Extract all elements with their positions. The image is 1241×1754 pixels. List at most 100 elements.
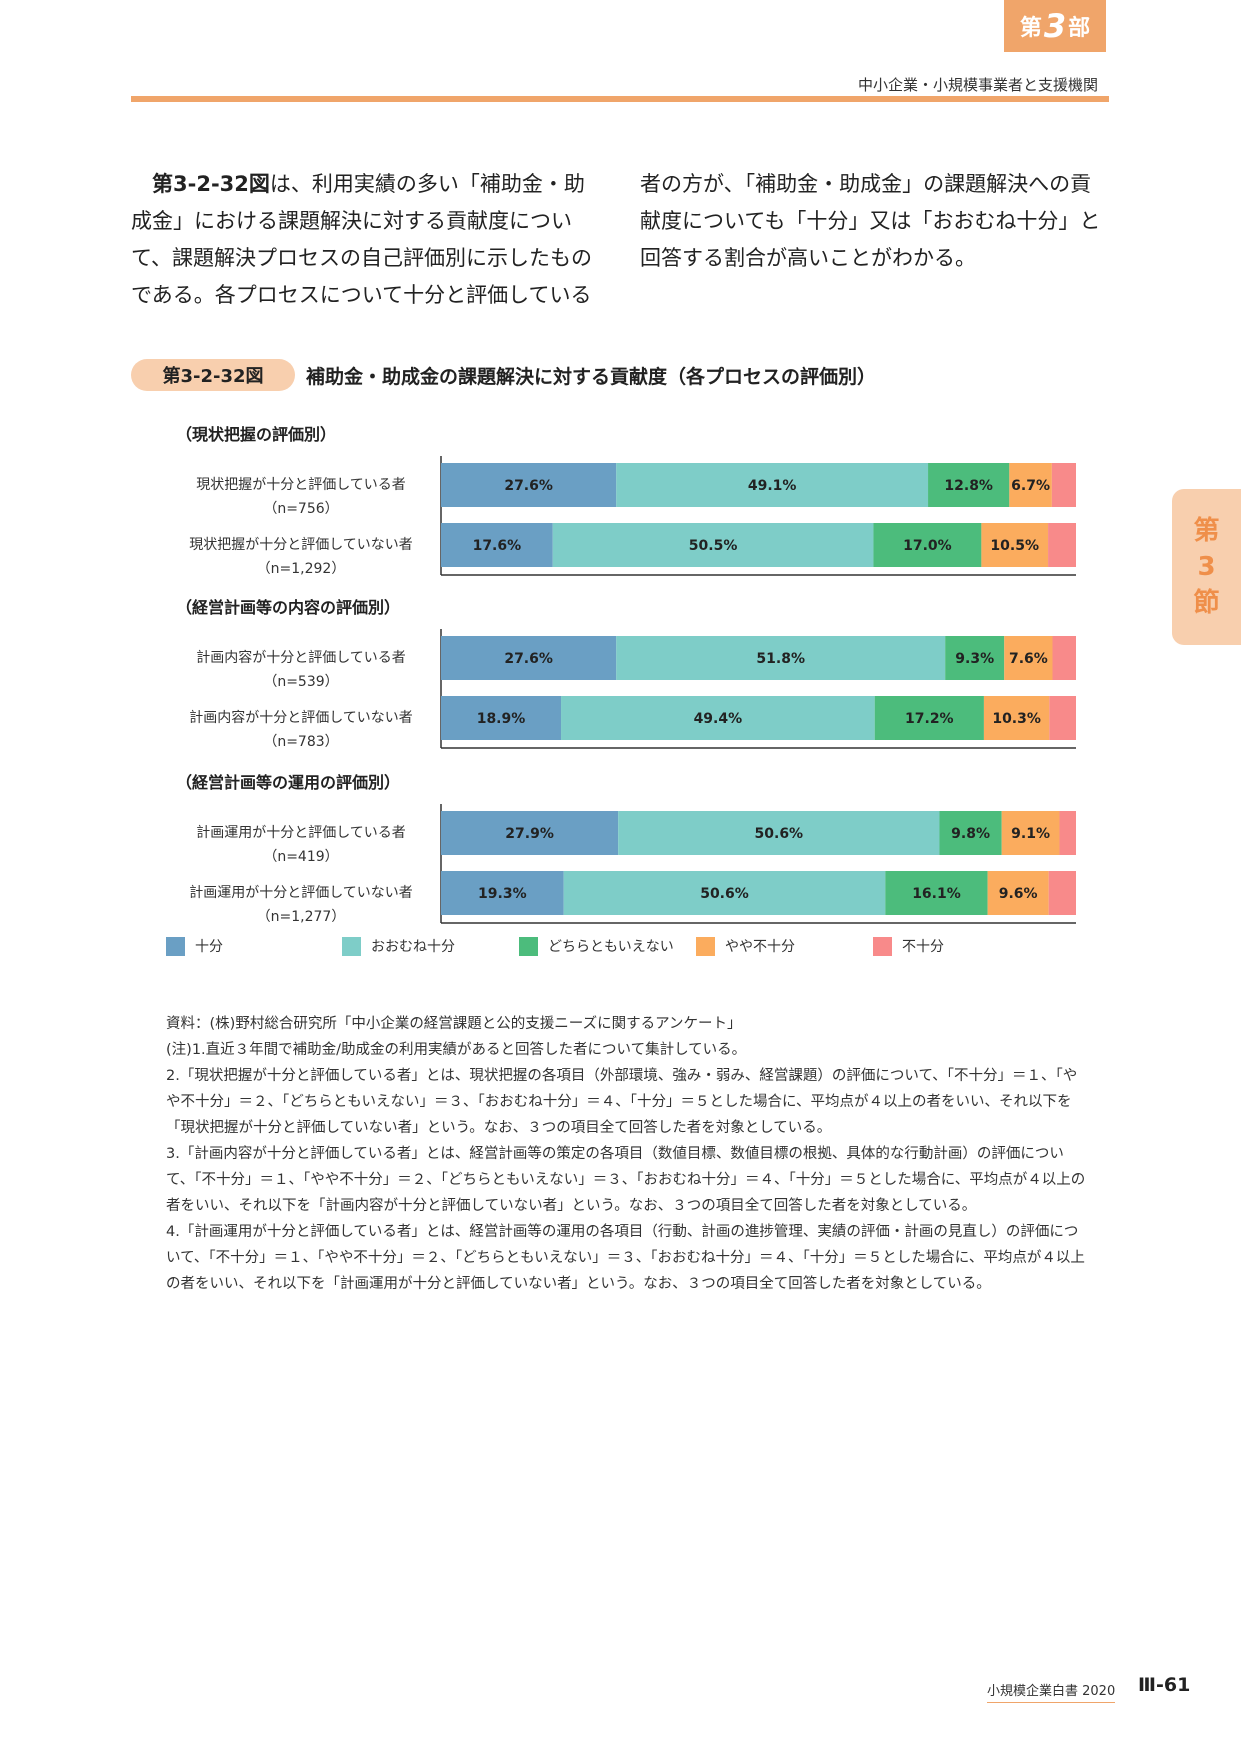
- row-label-n: （n=539）: [263, 674, 339, 690]
- data-label: 10.5%: [990, 538, 1039, 554]
- group-title-current-state: （現状把握の評価別）: [176, 425, 337, 444]
- legend-label: 十分: [195, 939, 223, 955]
- bar-segment: [616, 636, 946, 680]
- row-label-text: 計画内容が十分と評価している者: [196, 650, 406, 666]
- row-label: 現状把握が十分と評価していない者 （n=1,292）: [170, 533, 432, 581]
- data-label: 17.2%: [905, 711, 954, 727]
- data-label: 50.5%: [689, 538, 738, 554]
- data-label: 9.1%: [1011, 826, 1050, 842]
- bar-segment: [552, 523, 874, 567]
- figure-reference: 第3-2-32図: [152, 172, 270, 196]
- bar-segment: [441, 811, 619, 855]
- page-number: Ⅲ-61: [1138, 1674, 1191, 1696]
- row-label: 現状把握が十分と評価している者 （n=756）: [170, 473, 432, 521]
- side-tab-char: 第: [1193, 516, 1220, 546]
- row-label-text: 現状把握が十分と評価している者: [196, 477, 406, 493]
- part-suffix: 部: [1068, 16, 1091, 41]
- data-label: 49.4%: [694, 711, 743, 727]
- row-label: 計画内容が十分と評価している者 （n=539）: [170, 646, 432, 694]
- row-label: 計画運用が十分と評価している者 （n=419）: [170, 821, 432, 869]
- part-number: 3: [1043, 7, 1067, 45]
- bar-segment: [885, 871, 988, 915]
- bar-segment: [874, 696, 984, 740]
- legend-item: どちらともいえない: [519, 936, 674, 956]
- bar-segment: [563, 871, 886, 915]
- figure-title: 補助金・助成金の課題解決に対する貢献度（各プロセスの評価別）: [306, 366, 877, 388]
- data-label: 17.6%: [473, 538, 522, 554]
- legend-item: 十分: [166, 936, 223, 956]
- side-tab-char: 節: [1193, 588, 1220, 618]
- row-label-n: （n=1,277）: [256, 909, 346, 925]
- bar-segment: [939, 811, 1002, 855]
- part-tab: 第 3 部: [1004, 0, 1106, 52]
- bar-segment: [873, 523, 982, 567]
- data-label: 12.8%: [944, 478, 993, 494]
- data-label: 27.6%: [504, 651, 553, 667]
- bar-segment: [1009, 463, 1052, 507]
- bar-segment: [441, 696, 562, 740]
- bar-segment: [441, 463, 617, 507]
- bar-segment: [1001, 811, 1060, 855]
- row-label-text: 現状把握が十分と評価していない者: [189, 537, 413, 553]
- body-text-left-content: は、利用実績の多い「補助金・助成金」における課題解決に対する貢献度について、課題…: [131, 172, 592, 307]
- bar-segment: [1059, 811, 1076, 855]
- data-label: 27.9%: [505, 826, 554, 842]
- bar-segment: [1049, 696, 1076, 740]
- figure-notes: 資料：(株)野村総合研究所「中小企業の経営課題と公的支援ニーズに関するアンケート…: [166, 1011, 1086, 1297]
- legend-swatch: [873, 936, 892, 956]
- data-label: 7.6%: [1009, 651, 1048, 667]
- group-title-plan-content: （経営計画等の内容の評価別）: [176, 598, 401, 617]
- side-tab-char: 3: [1197, 552, 1216, 582]
- legend-label: 不十分: [902, 939, 944, 955]
- bar-segment: [1048, 523, 1076, 567]
- bar-segment: [1051, 463, 1076, 507]
- header-rule: [131, 96, 1109, 102]
- bar-segment: [441, 523, 553, 567]
- bar-segment: [616, 463, 929, 507]
- bar-segment: [441, 636, 617, 680]
- legend-label: おおむね十分: [371, 939, 455, 955]
- body-text-left: 第3-2-32図は、利用実績の多い「補助金・助成金」における課題解決に対する貢献…: [131, 166, 601, 314]
- bar-segment: [981, 523, 1049, 567]
- legend-swatch: [166, 936, 185, 956]
- note-3: 3.「計画内容が十分と評価している者」とは、経営計画等の策定の各項目（数値目標、…: [166, 1146, 1086, 1214]
- legend-swatch: [519, 936, 538, 956]
- data-label: 16.1%: [912, 886, 961, 902]
- legend-label: どちらともいえない: [548, 939, 674, 955]
- data-label: 6.7%: [1011, 478, 1050, 494]
- legend-swatch: [342, 936, 361, 956]
- part-prefix: 第: [1019, 16, 1042, 41]
- row-label-text: 計画運用が十分と評価していない者: [189, 885, 413, 901]
- row-label-text: 計画運用が十分と評価している者: [196, 825, 406, 841]
- row-label: 計画運用が十分と評価していない者 （n=1,277）: [170, 881, 432, 929]
- legend-item: やや不十分: [696, 936, 795, 956]
- data-label: 17.0%: [903, 538, 952, 554]
- stacked-bar-chart: 27.6% 49.1% 12.8% 6.7% 17.6% 50.5% 17.0% 10.5% 2…: [440, 456, 1076, 924]
- bar-segment: [1048, 871, 1076, 915]
- data-label: 50.6%: [755, 826, 804, 842]
- bar-segment: [618, 811, 940, 855]
- bar-segment: [983, 696, 1050, 740]
- bar-segment: [1004, 636, 1053, 680]
- body-text-right: 者の方が、「補助金・助成金」の課題解決への貢献度についても「十分」又は「おおむね…: [640, 172, 1101, 270]
- bar-segment: [987, 871, 1049, 915]
- data-label: 27.6%: [504, 478, 553, 494]
- row-label-n: （n=783）: [263, 734, 339, 750]
- row-label-n: （n=419）: [263, 849, 339, 865]
- legend-swatch: [696, 936, 715, 956]
- note-source: 資料：(株)野村総合研究所「中小企業の経営課題と公的支援ニーズに関するアンケート…: [166, 1016, 742, 1032]
- legend-item: 不十分: [873, 936, 944, 956]
- legend-item: おおむね十分: [342, 936, 455, 956]
- bar-segment: [928, 463, 1010, 507]
- data-label: 49.1%: [748, 478, 797, 494]
- note-1: (注)1.直近３年間で補助金/助成金の利用実績があると回答した者について集計して…: [166, 1042, 747, 1058]
- section-side-tab: 第 3 節: [1172, 489, 1241, 645]
- note-2: 2.「現状把握が十分と評価している者」とは、現状把握の各項目（外部環境、強み・弱…: [166, 1068, 1078, 1136]
- bar-segment: [441, 871, 564, 915]
- bar-segment: [1052, 636, 1076, 680]
- row-label-n: （n=1,292）: [256, 561, 346, 577]
- note-4: 4.「計画運用が十分と評価している者」とは、経営計画等の運用の各項目（行動、計画…: [166, 1224, 1085, 1292]
- data-label: 51.8%: [756, 651, 805, 667]
- row-label-text: 計画内容が十分と評価していない者: [189, 710, 413, 726]
- figure-badge: 第3-2-32図: [131, 359, 295, 391]
